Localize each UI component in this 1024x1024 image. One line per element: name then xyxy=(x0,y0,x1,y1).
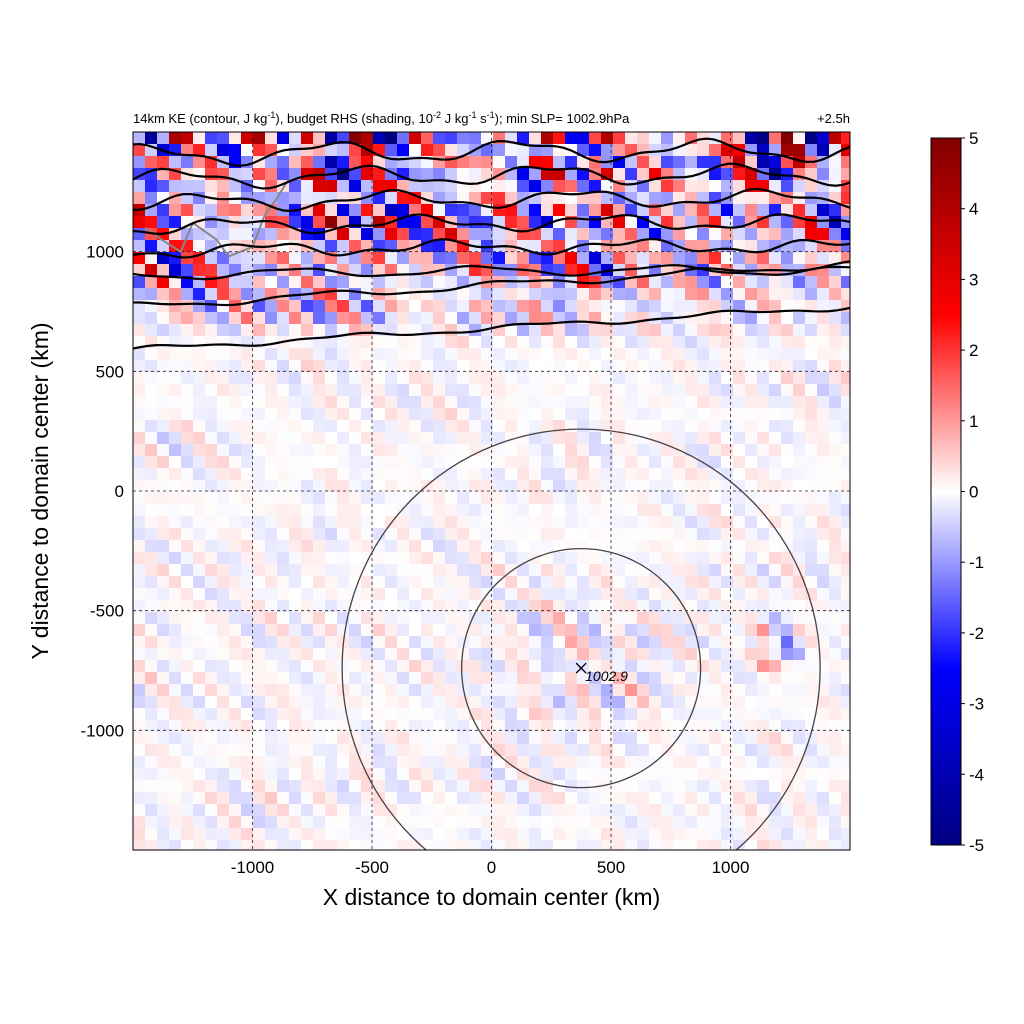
forecast-hour-label: +2.5h xyxy=(817,111,850,126)
colorbar-tick-label: 4 xyxy=(969,200,978,219)
x-tick-label: 0 xyxy=(487,858,496,877)
colorbar-tick-label: -4 xyxy=(969,765,984,784)
range-ring xyxy=(460,547,702,789)
colorbar-tick-label: 3 xyxy=(969,270,978,289)
colorbar-tick-label: 5 xyxy=(969,129,978,148)
y-tick-label: -1000 xyxy=(81,721,124,740)
colorbar-tick-label: -3 xyxy=(969,695,984,714)
y-tick-label: 1000 xyxy=(86,243,124,262)
storm-center-marker: 1002.9 xyxy=(575,662,628,684)
y-axis-ticks: 1000 500 0 -500 -1000 xyxy=(81,243,124,741)
colorbar-tick-label: -5 xyxy=(969,836,984,855)
ke-contour-line xyxy=(133,306,850,350)
plot-area xyxy=(133,132,850,850)
colorbar-gradient xyxy=(930,137,962,846)
colorbar-tick-label: -2 xyxy=(969,624,984,643)
colorbar-tick-label: 2 xyxy=(969,341,978,360)
x-tick-label: 1000 xyxy=(712,858,750,877)
x-axis-ticks: -1000 -500 0 500 1000 xyxy=(231,858,750,877)
ke-contour-line xyxy=(133,187,850,213)
ke-contour-line xyxy=(133,137,850,167)
range-ring xyxy=(341,428,821,850)
ke-contour-line xyxy=(133,264,850,281)
ke-contour-line xyxy=(133,162,850,190)
x-tick-label: -1000 xyxy=(231,858,274,877)
x-tick-label: 500 xyxy=(597,858,625,877)
y-tick-label: 0 xyxy=(115,482,124,501)
ke-contour-line xyxy=(133,237,850,259)
ke-contour-line xyxy=(133,213,850,235)
plot-frame xyxy=(132,131,851,851)
y-axis-label: Y distance to domain center (km) xyxy=(27,322,53,659)
colorbar: 5 4 3 2 1 0 -1 -2 -3 -4 -5 xyxy=(930,129,984,855)
x-tick-label: -500 xyxy=(355,858,389,877)
ke-contours xyxy=(133,137,850,350)
colorbar-tick-label: 1 xyxy=(969,412,978,431)
y-tick-label: -500 xyxy=(90,602,124,621)
range-rings xyxy=(341,428,821,850)
colorbar-tick-label: 0 xyxy=(969,483,978,502)
colorbar-tick-label: -1 xyxy=(969,553,984,572)
colorbar-ticks: 5 4 3 2 1 0 -1 -2 -3 -4 -5 xyxy=(961,129,984,855)
ke-contour-line xyxy=(133,260,850,307)
min-slp-label: 1002.9 xyxy=(585,668,628,684)
x-axis-label: X distance to domain center (km) xyxy=(323,884,660,910)
chart-title: 14km KE (contour, J kg-1), budget RHS (s… xyxy=(133,110,630,126)
rhs-shading-field xyxy=(133,132,850,850)
y-tick-label: 500 xyxy=(96,362,124,381)
